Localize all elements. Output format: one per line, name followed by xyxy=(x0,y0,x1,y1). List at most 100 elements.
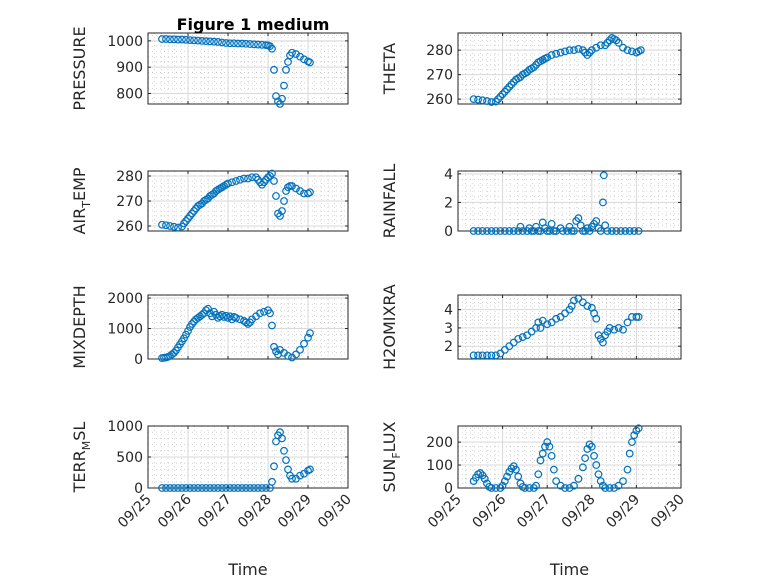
x-tick-label: 09/27 xyxy=(195,492,235,532)
data-point xyxy=(556,481,565,490)
data-point xyxy=(162,484,170,492)
axes-frame xyxy=(147,170,349,232)
y-tick-label: 270 xyxy=(116,194,143,210)
data-point xyxy=(244,320,252,328)
subplot-8: 0 100 200 SUNFLUX 09/25 09/26 09/27 09/28 09/29 0… xyxy=(380,421,688,579)
y-tick-label: 260 xyxy=(116,219,143,235)
data-point xyxy=(292,50,300,58)
data-point xyxy=(487,351,496,360)
data-point xyxy=(182,35,190,44)
y-tick-label: 4 xyxy=(444,167,453,183)
y-axis-label-part: MIXDEPTH xyxy=(70,285,89,368)
data-point xyxy=(170,484,178,492)
data-point xyxy=(194,484,202,492)
data-point xyxy=(222,39,230,47)
data-point xyxy=(599,198,607,207)
data-point xyxy=(226,484,234,492)
data-point xyxy=(634,424,643,433)
y-axis-label: MIXDEPTH xyxy=(70,285,89,368)
data-point xyxy=(583,51,592,59)
data-point xyxy=(492,351,500,360)
data-point xyxy=(280,197,288,205)
axes-frame xyxy=(147,294,349,360)
data-point xyxy=(565,484,574,492)
data-point xyxy=(634,313,643,321)
data-point xyxy=(496,92,505,101)
data-point xyxy=(516,222,525,231)
axes-frame xyxy=(147,32,349,105)
data-point xyxy=(474,95,482,104)
data-point xyxy=(296,345,304,354)
data-point xyxy=(292,350,300,359)
data-point xyxy=(500,477,509,486)
data-point xyxy=(534,227,543,235)
data-point xyxy=(240,174,248,183)
data-point xyxy=(549,465,558,474)
data-point xyxy=(592,43,601,52)
subplot-2: 260 270 280 THETA xyxy=(380,32,682,108)
x-axis-label: Time xyxy=(549,560,589,579)
data-point xyxy=(503,85,511,94)
y-axis-label: RAINFALL xyxy=(380,164,399,239)
data-point xyxy=(538,449,547,458)
data-point xyxy=(541,442,549,451)
y-axis-label-part: THETA xyxy=(380,43,399,95)
y-tick-label: 3 xyxy=(444,321,453,337)
data-point xyxy=(284,352,292,360)
axes-frame xyxy=(457,425,682,489)
data-point xyxy=(174,223,182,232)
data-point xyxy=(496,484,505,492)
x-tick-label: 09/28 xyxy=(235,492,275,532)
data-point xyxy=(503,472,511,481)
data-point xyxy=(543,320,552,329)
data-point xyxy=(509,227,518,235)
data-point xyxy=(612,227,621,235)
data-point xyxy=(625,227,634,235)
y-tick-label: 0 xyxy=(134,481,143,497)
data-point xyxy=(469,227,478,235)
x-tick-label: 09/25 xyxy=(115,492,155,532)
data-point xyxy=(266,309,274,318)
data-point xyxy=(574,45,583,53)
data-point xyxy=(603,227,612,235)
data-point xyxy=(210,37,218,46)
data-point xyxy=(527,327,536,336)
axes-frame xyxy=(457,294,682,360)
data-point xyxy=(619,43,627,52)
data-point xyxy=(166,222,174,230)
data-point xyxy=(268,321,276,330)
axes-frame xyxy=(457,170,682,232)
data-point xyxy=(492,97,500,106)
data-point xyxy=(276,100,284,108)
data-point xyxy=(166,484,174,492)
data-point xyxy=(621,227,630,235)
data-point xyxy=(236,175,244,184)
data-point xyxy=(623,318,632,327)
data-point xyxy=(603,38,612,47)
data-point xyxy=(254,484,262,492)
data-point xyxy=(230,39,238,48)
data-point xyxy=(198,484,206,492)
data-point xyxy=(543,438,552,446)
data-point xyxy=(605,484,614,492)
data-point xyxy=(587,46,596,55)
data-point xyxy=(612,36,621,45)
data-point xyxy=(505,82,514,91)
data-point xyxy=(607,227,616,235)
data-point xyxy=(590,451,598,460)
data-point xyxy=(276,212,284,220)
data-point xyxy=(605,324,614,332)
y-tick-label: 800 xyxy=(116,86,143,102)
data-point xyxy=(565,222,574,231)
data-point xyxy=(184,327,192,335)
data-point xyxy=(182,484,190,492)
data-point xyxy=(228,178,236,187)
x-tick-label: 09/29 xyxy=(275,492,315,532)
data-point xyxy=(585,48,594,57)
y-axis-label-part: TERR xyxy=(70,450,89,493)
data-point xyxy=(158,220,166,229)
data-point xyxy=(238,484,246,492)
data-point xyxy=(534,470,543,479)
data-point xyxy=(574,214,583,223)
data-point xyxy=(512,465,520,474)
